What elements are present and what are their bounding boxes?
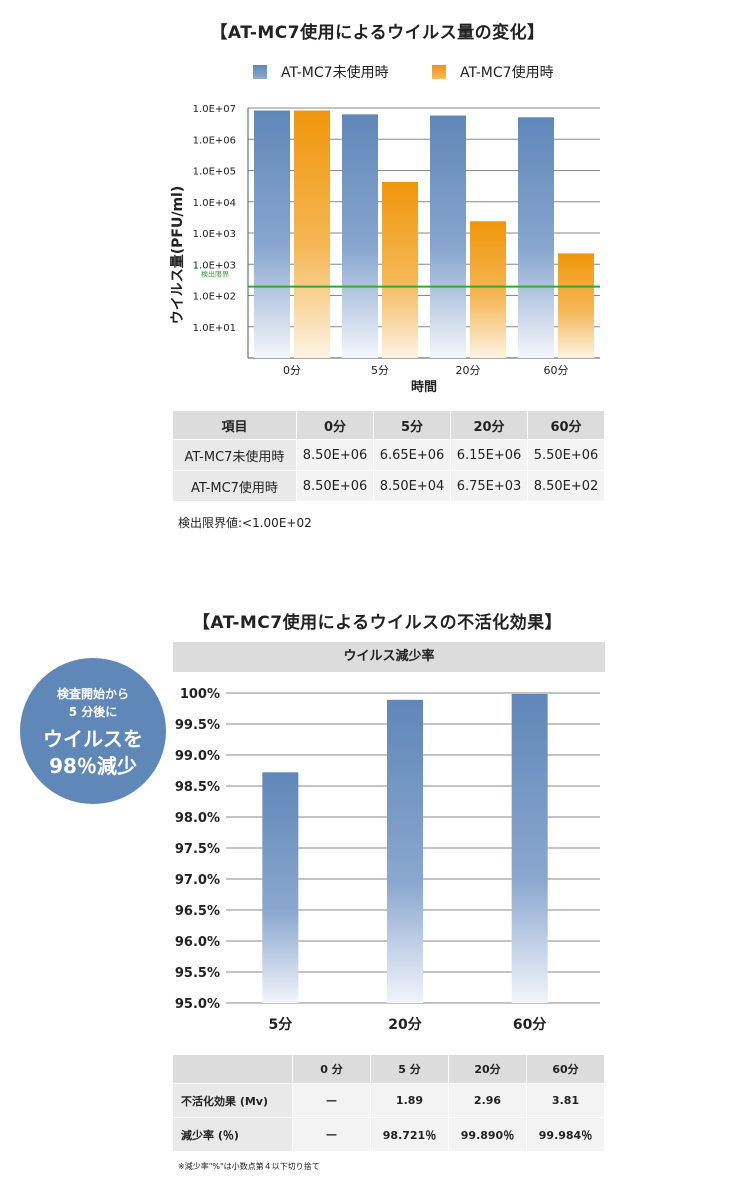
chart2-y-tick: 100% xyxy=(180,687,220,702)
chart1-bar-unused xyxy=(430,115,466,358)
table2-row: 不活化効果 (Mv) — 1.89 2.96 3.81 xyxy=(172,1083,605,1118)
badge-line-2: 5 分後に xyxy=(68,705,118,719)
chart1-x-tick: 60分 xyxy=(544,364,569,377)
chart1-y-tick: 1.0E+01 xyxy=(193,323,236,334)
table2-row-label: 減少率 (％) xyxy=(172,1117,293,1152)
chart1-y-tick: 1.0E+07 xyxy=(193,104,236,115)
chart1-y-tick: 1.0E+04 xyxy=(193,198,236,209)
chart1-plot: 1.0E+07 1.0E+06 1.0E+05 1.0E+04 1.0E+03 1.0E+… xyxy=(170,104,600,395)
chart1-bar-used xyxy=(470,221,506,358)
table2-note: ※減少率"%"は小数点第４以下切り捨て xyxy=(178,1162,320,1171)
table2-header-cell: 60分 xyxy=(526,1054,605,1084)
legend-swatch-used xyxy=(432,65,446,79)
table2-header-cell xyxy=(172,1054,293,1084)
legend-label-used: AT-MC7使用時 xyxy=(460,65,554,81)
chart1-title: 【AT-MC7使用によるウイルス量の変化】 xyxy=(210,23,545,43)
chart1-y-tick: 1.0E+06 xyxy=(193,135,236,146)
chart1-bar-used xyxy=(558,253,594,358)
chart1-y-tick: 1.0E+03 xyxy=(193,260,236,271)
chart2-x-tick: 20分 xyxy=(388,1017,421,1033)
chart2-y-tick: 99.5% xyxy=(175,718,220,733)
chart2-bar xyxy=(262,772,299,1003)
table1-row-label: AT-MC7未使用時 xyxy=(172,439,297,471)
table2-cell: — xyxy=(292,1117,371,1152)
table1-row: AT-MC7未使用時 8.50E+06 6.65E+06 6.15E+06 5.… xyxy=(172,439,605,471)
chart2-y-tick: 99.0% xyxy=(175,749,220,764)
table2-cell: 99.984％ xyxy=(526,1117,605,1152)
table2-cell: 98.721％ xyxy=(370,1117,449,1152)
table2-header-cell: 5 分 xyxy=(370,1054,449,1084)
table1-cell: 8.50E+06 xyxy=(296,439,374,471)
table1-header-cell: 項目 xyxy=(172,410,297,440)
badge-line-4: 98％減少 xyxy=(49,754,137,778)
chart2-data-table: 0 分 5 分 20分 60分 不活化効果 (Mv) — 1.89 2.96 3… xyxy=(172,1054,605,1152)
legend-item-unused: AT-MC7未使用時 xyxy=(253,62,389,82)
chart2-y-tick: 98.0% xyxy=(175,811,220,826)
chart1-y-tick: 1.0E+02 xyxy=(193,292,236,303)
chart2-bar xyxy=(511,693,548,1003)
table2-row: 減少率 (％) — 98.721％ 99.890％ 99.984％ xyxy=(172,1117,605,1152)
table2-cell: 99.890％ xyxy=(448,1117,527,1152)
table1-cell: 8.50E+04 xyxy=(373,470,451,502)
table1-cell: 6.15E+06 xyxy=(450,439,528,471)
legend-swatch-unused xyxy=(253,65,267,79)
chart1-y-tick: 1.0E+05 xyxy=(193,167,236,178)
table1-note: 検出限界値:<1.00E+02 xyxy=(178,516,312,530)
chart2-y-tick: 96.5% xyxy=(175,904,220,919)
table1-row: AT-MC7使用時 8.50E+06 8.50E+04 6.75E+03 8.5… xyxy=(172,470,605,502)
table2-cell: 1.89 xyxy=(370,1083,449,1118)
chart1-bar-unused xyxy=(518,117,554,358)
legend-label-unused: AT-MC7未使用時 xyxy=(281,65,389,81)
chart2-y-tick: 95.5% xyxy=(175,966,220,981)
table2-header-row: 0 分 5 分 20分 60分 xyxy=(172,1054,605,1084)
chart1-xlabel: 時間 xyxy=(411,379,437,395)
chart1-legend: AT-MC7未使用時 AT-MC7使用時 xyxy=(0,62,755,86)
table2-cell: — xyxy=(292,1083,371,1118)
chart1-bar-unused xyxy=(342,114,378,359)
chart2-bar xyxy=(387,699,423,1003)
chart1-x-tick: 5分 xyxy=(371,364,389,377)
table1-header-cell: 0分 xyxy=(296,410,374,440)
legend-item-used: AT-MC7使用時 xyxy=(432,62,554,82)
chart2-x-tick: 5分 xyxy=(268,1017,292,1033)
table2-row-label: 不活化効果 (Mv) xyxy=(172,1083,293,1118)
table1-cell: 6.75E+03 xyxy=(450,470,528,502)
table1-header-row: 項目 0分 5分 20分 60分 xyxy=(172,410,605,440)
badge-line-1: 検査開始から xyxy=(56,687,129,701)
chart1-bar-used xyxy=(294,110,330,358)
chart2-header: ウイルス減少率 xyxy=(173,642,605,672)
chart2-x-tick: 60分 xyxy=(513,1017,546,1033)
chart2-title: 【AT-MC7使用によるウイルスの不活化効果】 xyxy=(192,613,563,633)
badge-line-3: ウイルスを xyxy=(43,727,143,751)
table1-header-cell: 60分 xyxy=(527,410,605,440)
table1-cell: 8.50E+06 xyxy=(296,470,374,502)
chart2-y-tick: 97.5% xyxy=(175,842,220,857)
chart2-y-tick: 98.5% xyxy=(175,780,220,795)
summary-badge: 検査開始から 5 分後に ウイルスを 98％減少 xyxy=(20,658,166,804)
table1-cell: 8.50E+02 xyxy=(527,470,605,502)
chart1-detection-label: 検出限界 xyxy=(201,270,229,279)
chart1-ylabel: ウイルス量(PFU/ml) xyxy=(170,186,186,325)
chart2-y-tick: 95.0% xyxy=(175,997,220,1012)
chart1-x-tick: 20分 xyxy=(456,364,481,377)
chart2-y-tick: 97.0% xyxy=(175,873,220,888)
table1-cell: 5.50E+06 xyxy=(527,439,605,471)
chart1-bar-unused xyxy=(254,110,290,358)
table2-cell: 3.81 xyxy=(526,1083,605,1118)
chart2-plot: 100% 99.5% 99.0% 98.5% 98.0% 97.5% 97.0% 96.5% 9… xyxy=(175,687,600,1033)
table1-row-label: AT-MC7使用時 xyxy=(172,470,297,502)
table1-cell: 6.65E+06 xyxy=(373,439,451,471)
table1-header-cell: 20分 xyxy=(450,410,528,440)
chart1-y-tick: 1.0E+03 xyxy=(193,229,236,240)
chart1-bar-used xyxy=(382,181,418,358)
table2-header-cell: 20分 xyxy=(448,1054,527,1084)
table2-header-cell: 0 分 xyxy=(292,1054,371,1084)
table1-header-cell: 5分 xyxy=(373,410,451,440)
chart1-data-table: 項目 0分 5分 20分 60分 AT-MC7未使用時 8.50E+06 6.6… xyxy=(172,410,605,502)
chart1-x-tick: 0分 xyxy=(283,364,301,377)
table2-cell: 2.96 xyxy=(448,1083,527,1118)
chart2-y-tick: 96.0% xyxy=(175,935,220,950)
